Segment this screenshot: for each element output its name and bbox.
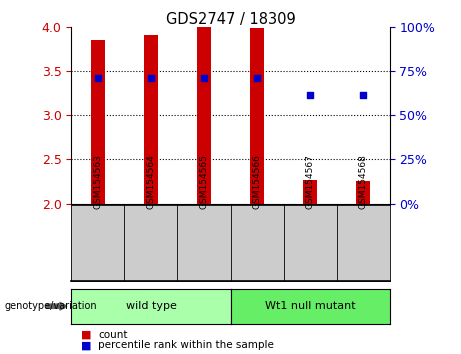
Bar [144, 35, 158, 204]
Text: wild type: wild type [125, 301, 177, 311]
Text: GSM154568: GSM154568 [359, 154, 367, 209]
Bar [91, 40, 105, 204]
Text: GSM154567: GSM154567 [306, 154, 314, 209]
Bar [197, 27, 211, 204]
Text: GSM154564: GSM154564 [147, 154, 155, 209]
Text: GSM154566: GSM154566 [253, 154, 261, 209]
Text: Wt1 null mutant: Wt1 null mutant [265, 301, 355, 311]
Point [359, 92, 366, 97]
Text: ■: ■ [81, 340, 91, 350]
Bar [250, 28, 264, 204]
Text: GSM154565: GSM154565 [200, 154, 208, 209]
Text: count: count [98, 330, 128, 339]
Bar [303, 180, 317, 204]
Text: percentile rank within the sample: percentile rank within the sample [98, 340, 274, 350]
Text: GDS2747 / 18309: GDS2747 / 18309 [165, 12, 296, 27]
Text: GSM154563: GSM154563 [94, 154, 102, 209]
Point [254, 75, 261, 81]
Point [94, 75, 101, 81]
Bar [356, 181, 370, 204]
Point [148, 75, 155, 81]
Text: genotype/variation: genotype/variation [5, 301, 97, 311]
Text: ■: ■ [81, 330, 91, 339]
Point [200, 75, 207, 81]
Point [306, 92, 313, 97]
